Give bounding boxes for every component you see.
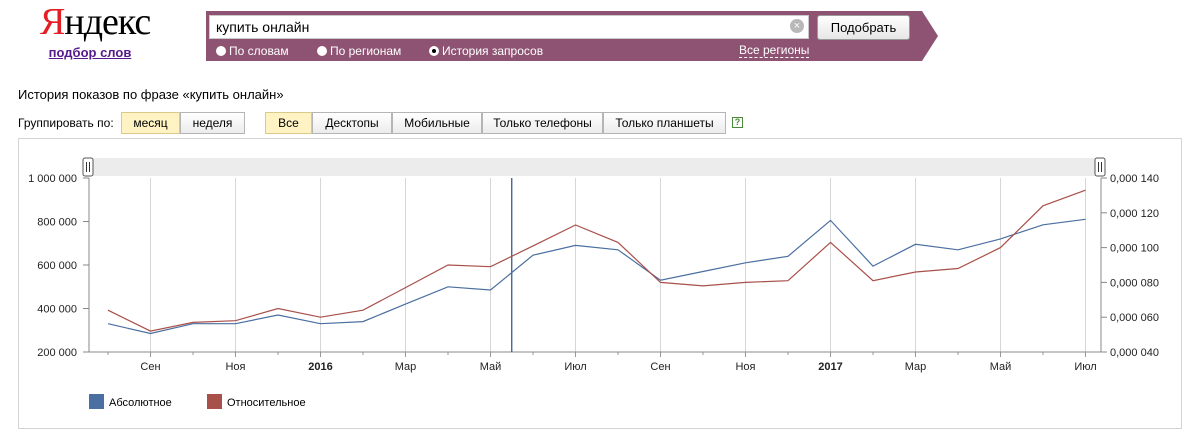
range-navigator [89, 158, 1101, 176]
radio-icon [216, 46, 226, 56]
help-icon[interactable]: ? [732, 117, 743, 128]
device-phones-button[interactable]: Только телефоны [482, 112, 603, 134]
range-handle-right [1094, 157, 1106, 177]
device-desktop-button[interactable]: Десктопы [312, 112, 392, 134]
x-tick-label: 2016 [308, 361, 332, 373]
legend-swatch-absolute [89, 394, 104, 409]
device-mobile-button[interactable]: Мобильные [392, 112, 482, 134]
y-left-tick-label: 400 000 [37, 304, 77, 316]
range-handle-left [82, 157, 94, 177]
chart-frame [18, 138, 1182, 429]
legend-relative[interactable]: Относительное [207, 394, 306, 409]
logo[interactable]: Яндекс подбор слов [40, 1, 151, 60]
search-bar-arrow [922, 11, 938, 61]
x-tick-label: Ноя [735, 361, 755, 373]
service-name-link[interactable]: подбор слов [48, 45, 132, 60]
radio-icon [317, 46, 327, 56]
x-tick-label: Июл [564, 361, 586, 373]
y-left-tick-label: 1 000 000 [28, 173, 77, 185]
legend-absolute[interactable]: Абсолютное [89, 394, 172, 409]
x-tick-label: Мар [905, 361, 927, 373]
radio-selected-icon [429, 46, 439, 56]
legend-swatch-relative [207, 394, 222, 409]
page-title: История показов по фразе «купить онлайн» [18, 87, 284, 102]
x-tick-label: Сен [650, 361, 670, 373]
y-right-tick-label: 0,000 060 [1110, 312, 1159, 324]
x-tick-label: Май [480, 361, 502, 373]
mode-radio-history[interactable]: История запросов [429, 44, 543, 58]
x-tick-label: Май [990, 361, 1012, 373]
all-regions-link[interactable]: Все регионы [739, 43, 810, 58]
y-left-tick-label: 600 000 [37, 260, 77, 272]
y-left-tick-label: 200 000 [37, 347, 77, 359]
device-tablets-button[interactable]: Только планшеты [603, 112, 726, 134]
y-right-tick-label: 0,000 140 [1110, 173, 1159, 185]
y-right-tick-label: 0,000 100 [1110, 243, 1159, 255]
y-right-tick-label: 0,000 120 [1110, 208, 1159, 220]
logo-wordmark: Яндекс [40, 1, 151, 43]
x-tick-label: Мар [395, 361, 417, 373]
x-tick-label: Ноя [225, 361, 245, 373]
y-right-tick-label: 0,000 080 [1110, 277, 1159, 289]
submit-button[interactable]: Подобрать [817, 15, 910, 40]
y-left-tick-label: 800 000 [37, 217, 77, 229]
device-all-button[interactable]: Все [265, 112, 312, 134]
group-month-button[interactable]: месяц [121, 112, 180, 134]
mode-radio-words[interactable]: По словам [216, 44, 289, 58]
series-line-absolute [107, 218, 1086, 335]
search-input[interactable]: купить онлайн [209, 15, 809, 39]
group-week-button[interactable]: неделя [180, 112, 245, 134]
mode-radio-regions[interactable]: По регионам [317, 44, 401, 58]
y-right-tick-label: 0,000 040 [1110, 347, 1159, 359]
group-by-label: Группировать по: [18, 116, 114, 130]
x-tick-label: Сен [140, 361, 160, 373]
x-tick-label: 2017 [818, 361, 842, 373]
series-line-relative [107, 189, 1086, 332]
clear-icon[interactable]: × [790, 19, 804, 33]
x-tick-label: Июл [1074, 361, 1096, 373]
